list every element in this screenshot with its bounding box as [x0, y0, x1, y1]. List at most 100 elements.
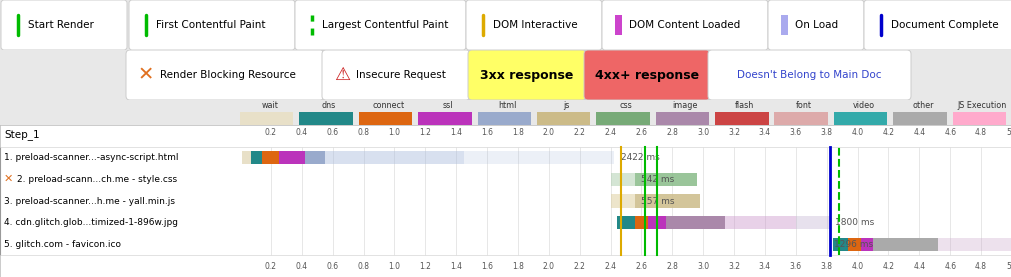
- Text: 4xx+ response: 4xx+ response: [594, 68, 699, 81]
- Text: 5.0: 5.0: [1005, 128, 1011, 137]
- Text: Document Complete: Document Complete: [890, 20, 998, 30]
- Text: 1.2: 1.2: [419, 262, 431, 271]
- Bar: [635, 173, 697, 186]
- Text: 4.4: 4.4: [912, 262, 924, 271]
- Bar: [610, 194, 635, 207]
- Text: 557 ms: 557 ms: [640, 196, 673, 206]
- Bar: [724, 216, 795, 229]
- Text: 4.8: 4.8: [975, 262, 986, 271]
- Bar: [240, 112, 293, 125]
- Bar: [304, 151, 325, 164]
- Bar: [262, 151, 278, 164]
- FancyBboxPatch shape: [602, 0, 767, 50]
- Text: 4.6: 4.6: [943, 128, 955, 137]
- Text: image: image: [672, 101, 698, 110]
- Bar: [0, 234, 1011, 255]
- Text: html: html: [497, 101, 516, 110]
- Bar: [773, 112, 827, 125]
- Bar: [647, 216, 665, 229]
- Bar: [242, 151, 251, 164]
- Text: flash: flash: [734, 101, 753, 110]
- FancyBboxPatch shape: [1, 0, 126, 50]
- FancyBboxPatch shape: [767, 0, 863, 50]
- Text: Render Blocking Resource: Render Blocking Resource: [160, 70, 295, 80]
- Bar: [893, 112, 945, 125]
- Text: 2.0: 2.0: [542, 262, 554, 271]
- Bar: [615, 15, 622, 35]
- Text: 3. preload-scanner...h.me - yall.min.js: 3. preload-scanner...h.me - yall.min.js: [4, 196, 175, 206]
- Bar: [595, 112, 649, 125]
- Text: 3.4: 3.4: [758, 128, 770, 137]
- Text: 0.6: 0.6: [327, 262, 339, 271]
- Text: 1.6: 1.6: [480, 128, 492, 137]
- Text: 1.2: 1.2: [419, 128, 431, 137]
- Text: JS Execution: JS Execution: [956, 101, 1006, 110]
- Text: 1. preload-scanner...-async-script.html: 1. preload-scanner...-async-script.html: [4, 153, 178, 162]
- Bar: [299, 112, 353, 125]
- Bar: [937, 238, 1011, 251]
- Bar: [0, 212, 1011, 234]
- Text: 1296 ms: 1296 ms: [833, 240, 872, 249]
- Text: Largest Contentful Paint: Largest Contentful Paint: [321, 20, 448, 30]
- Text: 2.8: 2.8: [665, 128, 677, 137]
- Text: 4.2: 4.2: [882, 262, 894, 271]
- Bar: [477, 112, 531, 125]
- Text: 542 ms: 542 ms: [640, 175, 673, 184]
- Text: Start Render: Start Render: [28, 20, 94, 30]
- Text: 3.0: 3.0: [697, 128, 709, 137]
- Text: wait: wait: [261, 101, 278, 110]
- FancyBboxPatch shape: [321, 50, 469, 100]
- Text: 3xx response: 3xx response: [480, 68, 573, 81]
- Text: connect: connect: [372, 101, 404, 110]
- Text: 0.8: 0.8: [357, 128, 369, 137]
- Bar: [537, 112, 589, 125]
- Bar: [463, 151, 613, 164]
- Text: other: other: [911, 101, 933, 110]
- Bar: [359, 112, 411, 125]
- Text: 3.0: 3.0: [697, 262, 709, 271]
- Text: ✕: ✕: [137, 65, 154, 84]
- Text: 2.0: 2.0: [542, 128, 554, 137]
- Text: 4.8: 4.8: [975, 128, 986, 137]
- Text: 1.8: 1.8: [512, 128, 524, 137]
- Text: 4.0: 4.0: [850, 262, 862, 271]
- Text: Doesn't Belong to Main Doc: Doesn't Belong to Main Doc: [737, 70, 881, 80]
- Text: 2.4: 2.4: [604, 262, 616, 271]
- Text: 5.0: 5.0: [1005, 262, 1011, 271]
- Text: 3.6: 3.6: [789, 262, 801, 271]
- Text: 2.2: 2.2: [573, 128, 585, 137]
- Bar: [655, 112, 709, 125]
- Text: 1.4: 1.4: [450, 128, 462, 137]
- Text: 1.8: 1.8: [512, 262, 524, 271]
- FancyBboxPatch shape: [863, 0, 1011, 50]
- Bar: [665, 216, 724, 229]
- Text: Step_1: Step_1: [4, 129, 39, 140]
- Text: On Load: On Load: [795, 20, 837, 30]
- Text: 2.6: 2.6: [635, 128, 647, 137]
- Bar: [251, 151, 262, 164]
- Text: 0.2: 0.2: [265, 128, 277, 137]
- Bar: [635, 216, 647, 229]
- Text: 4.2: 4.2: [882, 128, 894, 137]
- Text: 3.8: 3.8: [820, 128, 832, 137]
- Bar: [278, 151, 304, 164]
- FancyBboxPatch shape: [295, 0, 465, 50]
- Text: 3.4: 3.4: [758, 262, 770, 271]
- Text: 3.8: 3.8: [820, 262, 832, 271]
- Text: Insecure Request: Insecure Request: [356, 70, 446, 80]
- Text: 4.4: 4.4: [912, 128, 924, 137]
- Text: DOM Interactive: DOM Interactive: [492, 20, 577, 30]
- Text: 4. cdn.glitch.glob...timized-1-896w.jpg: 4. cdn.glitch.glob...timized-1-896w.jpg: [4, 218, 178, 227]
- Bar: [610, 173, 635, 186]
- Text: 0.8: 0.8: [357, 262, 369, 271]
- Bar: [616, 216, 635, 229]
- Text: ✕: ✕: [4, 174, 13, 184]
- Text: 2.8: 2.8: [665, 262, 677, 271]
- Text: 4.0: 4.0: [850, 128, 862, 137]
- Bar: [832, 238, 847, 251]
- Bar: [0, 125, 1011, 147]
- FancyBboxPatch shape: [583, 50, 710, 100]
- Bar: [951, 112, 1005, 125]
- FancyBboxPatch shape: [126, 50, 324, 100]
- Text: 4.6: 4.6: [943, 262, 955, 271]
